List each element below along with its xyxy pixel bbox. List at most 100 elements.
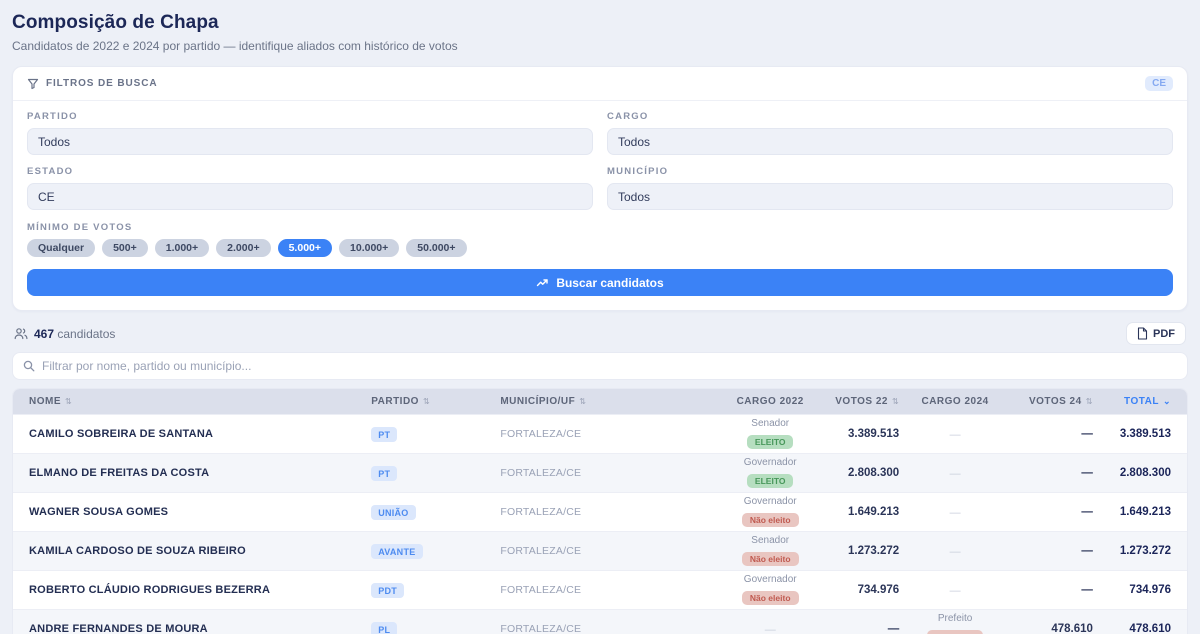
cargo-label: Governador — [743, 495, 797, 507]
party-badge: PL — [371, 622, 398, 634]
municipality: FORTALEZA/CE — [500, 466, 582, 479]
municipio-select[interactable] — [607, 183, 1173, 210]
filter-field-partido: Partido — [27, 111, 593, 155]
column-header-cargo-2022: Cargo 2022 — [723, 389, 818, 414]
export-pdf-label: PDF — [1153, 327, 1175, 340]
candidate-name: ELMANO DE FREITAS DA COSTA — [29, 466, 210, 479]
field-label: Cargo — [607, 111, 649, 122]
table-row[interactable]: CAMILO SOBREIRA DE SANTANA PT FORTALEZA/… — [13, 414, 1187, 453]
cargo-label: Prefeito — [937, 612, 973, 624]
min-votes-chip[interactable]: 2.000+ — [216, 239, 271, 257]
cargo-2024-cell: — — [905, 414, 1005, 453]
column-header-votos-24[interactable]: Votos 24 — [1004, 389, 1099, 414]
min-votes-chip[interactable]: 1.000+ — [154, 239, 210, 257]
municipality: FORTALEZA/CE — [500, 427, 582, 440]
table-row[interactable]: ROBERTO CLÁUDIO RODRIGUES BEZERRA PDT FO… — [13, 570, 1187, 609]
votos-2022: 2.808.300 — [848, 466, 900, 479]
cargo-2022-cell: Governador Não eleito — [723, 492, 817, 531]
search-candidates-button[interactable]: Buscar candidatos — [27, 269, 1173, 296]
cargo-2022-cell: — — [723, 609, 817, 634]
election-status-badge: Não eleito — [926, 629, 984, 634]
column-header-municipio[interactable]: Município/UF — [494, 389, 724, 414]
table-header-row: Nome Partido Município/UF Cargo 2022 Vot… — [13, 389, 1187, 414]
table-filter-input[interactable] — [42, 359, 1177, 373]
partido-select[interactable] — [27, 128, 593, 155]
election-status-badge: Não eleito — [741, 590, 799, 605]
candidate-name: KAMILA CARDOSO DE SOUZA RIBEIRO — [29, 544, 246, 557]
cargo-label: Senador — [751, 417, 790, 429]
min-votes-chip[interactable]: 500+ — [102, 239, 148, 257]
column-header-votos-22[interactable]: Votos 22 — [817, 389, 906, 414]
page-subtitle: Candidatos de 2022 e 2024 por partido — … — [12, 39, 458, 53]
field-label: Estado — [27, 166, 74, 177]
party-badge: PT — [371, 466, 398, 481]
election-status-badge: ELEITO — [746, 473, 794, 488]
search-icon — [23, 360, 35, 372]
trending-up-icon — [536, 276, 549, 289]
column-header-partido[interactable]: Partido — [365, 389, 495, 414]
cargo-select[interactable] — [607, 128, 1173, 155]
state-badge: CE — [1145, 76, 1173, 91]
filter-field-estado: Estado — [27, 166, 593, 210]
municipality: FORTALEZA/CE — [500, 505, 582, 518]
party-cell: UNIÃO — [365, 492, 494, 531]
table-row[interactable]: ELMANO DE FREITAS DA COSTA PT FORTALEZA/… — [13, 453, 1187, 492]
municipality: FORTALEZA/CE — [500, 583, 582, 596]
min-votes-label: Mínimo de votos — [27, 222, 133, 233]
empty-cargo: — — [949, 506, 961, 519]
party-cell: PL — [365, 609, 494, 634]
empty-cargo: — — [949, 584, 961, 597]
results-count-label: candidatos — [57, 326, 116, 341]
votos-2024: — — [1081, 544, 1093, 557]
column-header-nome[interactable]: Nome — [13, 389, 366, 414]
cargo-2022-cell: Senador Não eleito — [723, 531, 817, 570]
election-status-badge: ELEITO — [746, 434, 794, 449]
min-votes-chip[interactable]: 50.000+ — [406, 239, 467, 257]
party-cell: PT — [365, 453, 494, 492]
estado-select[interactable] — [27, 183, 593, 210]
min-votes-chip[interactable]: Qualquer — [27, 239, 96, 257]
empty-cargo: — — [949, 545, 961, 558]
cargo-2024-cell: — — [905, 531, 1005, 570]
field-label: Partido — [27, 111, 78, 122]
total-votes: 2.808.300 — [1119, 466, 1171, 479]
party-badge: PDT — [371, 583, 405, 598]
party-cell: AVANTE — [365, 531, 494, 570]
cargo-2024-cell: Prefeito Não eleito — [905, 609, 1005, 634]
export-pdf-button[interactable]: PDF — [1126, 322, 1186, 345]
candidate-name: ROBERTO CLÁUDIO RODRIGUES BEZERRA — [29, 583, 271, 596]
candidate-name: WAGNER SOUSA GOMES — [29, 505, 169, 518]
filter-panel: Filtros de Busca CE Partido Cargo Estado… — [12, 66, 1188, 311]
filter-field-municipio: Município — [607, 166, 1173, 210]
table-row[interactable]: KAMILA CARDOSO DE SOUZA RIBEIRO AVANTE F… — [13, 531, 1187, 570]
cargo-label: Governador — [743, 573, 797, 585]
party-cell: PT — [365, 414, 494, 453]
cargo-2022-cell: Governador ELEITO — [723, 453, 817, 492]
min-votes-chip[interactable]: 10.000+ — [339, 239, 400, 257]
people-icon — [14, 327, 28, 340]
column-header-total[interactable]: Total — [1098, 389, 1187, 414]
table-row[interactable]: WAGNER SOUSA GOMES UNIÃO FORTALEZA/CE Go… — [13, 492, 1187, 531]
table-row[interactable]: ANDRE FERNANDES DE MOURA PL FORTALEZA/CE… — [13, 609, 1187, 634]
candidate-name: CAMILO SOBREIRA DE SANTANA — [29, 427, 214, 440]
votos-2024: — — [1081, 427, 1093, 440]
field-label: Município — [607, 166, 669, 177]
candidate-name: ANDRE FERNANDES DE MOURA — [29, 622, 208, 634]
votos-2024: — — [1081, 466, 1093, 479]
cargo-2022-cell: Senador ELEITO — [723, 414, 817, 453]
min-votes-chip[interactable]: 5.000+ — [277, 239, 333, 257]
cargo-2024-cell: — — [905, 492, 1005, 531]
total-votes: 1.273.272 — [1119, 544, 1171, 557]
min-votes-chip-group: Qualquer 500+ 1.000+ 2.000+ 5.000+ 10.000+ 50.… — [27, 239, 1173, 257]
total-votes: 734.976 — [1129, 583, 1171, 596]
party-badge: AVANTE — [371, 544, 423, 559]
party-cell: PDT — [365, 570, 494, 609]
municipality: FORTALEZA/CE — [500, 622, 582, 634]
votos-2022: 1.649.213 — [848, 505, 900, 518]
results-summary: 467 candidatos — [14, 327, 115, 341]
empty-cargo: — — [764, 623, 776, 634]
column-header-cargo-2024: Cargo 2024 — [905, 389, 1005, 414]
votos-2022: 1.273.272 — [848, 544, 900, 557]
cargo-label: Senador — [751, 534, 790, 546]
funnel-icon — [27, 78, 39, 90]
